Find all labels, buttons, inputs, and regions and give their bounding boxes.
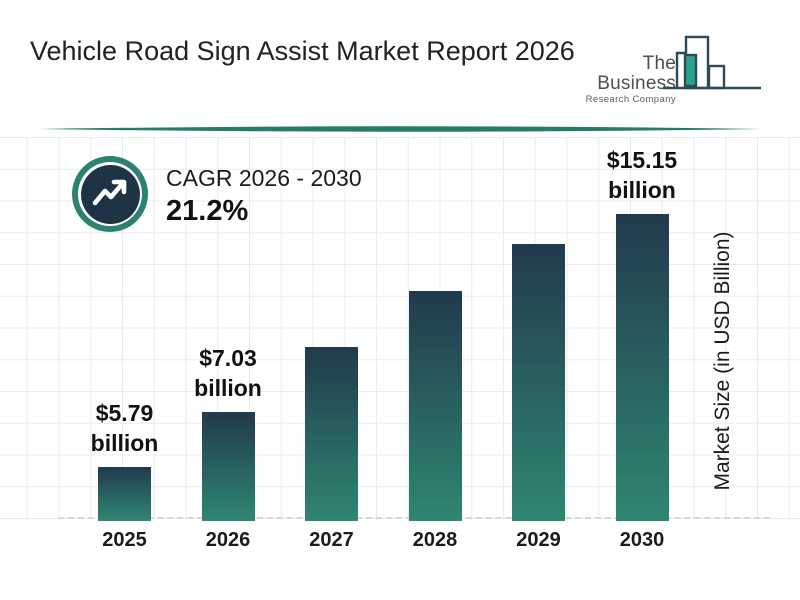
x-tick-2029: 2029: [516, 529, 561, 551]
x-tick-2030: 2030: [619, 529, 665, 551]
value-label-2030: $15.15 billion: [606, 147, 678, 203]
trending-up-arrow-icon: [72, 156, 148, 232]
x-tick-2027: 2027: [309, 529, 354, 551]
company-subname: Research Company: [585, 94, 676, 105]
bar-2029: [512, 244, 565, 521]
cagr-text: CAGR 2026 - 2030 21.2%: [166, 156, 362, 228]
bar-chart-skyline-logo-icon: [660, 28, 764, 97]
y-axis-title: Market Size (in USD Billion): [711, 231, 734, 491]
page-title: Vehicle Road Sign Assist Market Report 2…: [30, 36, 575, 66]
company-logo-text: The Business Research Company: [560, 53, 676, 106]
bar-2030: [615, 214, 669, 521]
x-axis-labels: 2025 2026 2027 2028 2029 2030: [0, 529, 800, 555]
bar-2025: [98, 467, 151, 521]
bar-2026: [201, 412, 255, 521]
value-label-2025: $5.79 billion: [90, 400, 159, 456]
cagr-label: CAGR 2026 - 2030: [166, 165, 362, 191]
x-tick-2025: 2025: [102, 529, 147, 551]
bar-2027: [305, 347, 358, 521]
value-label-2026: $7.03 billion: [194, 345, 262, 401]
cagr-badge: CAGR 2026 - 2030 21.2%: [72, 156, 362, 232]
company-name: The Business: [597, 53, 676, 94]
x-tick-2028: 2028: [412, 529, 458, 551]
x-tick-2026: 2026: [205, 529, 251, 551]
cagr-value: 21.2%: [166, 195, 249, 227]
company-logo: The Business Research Company: [560, 28, 770, 105]
bar-2028: [408, 291, 462, 521]
divider-rule: [38, 126, 762, 132]
